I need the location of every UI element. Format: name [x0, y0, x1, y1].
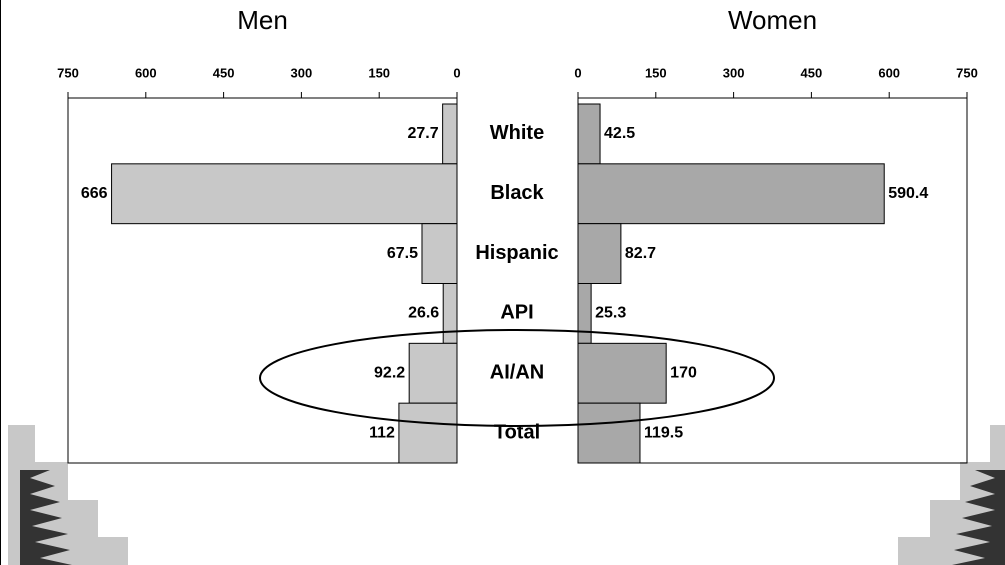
highlight-ellipse: [259, 329, 775, 427]
x-tick-label: 150: [368, 65, 390, 80]
category-label: White: [490, 122, 544, 144]
bar: [442, 283, 458, 344]
x-tick-label: 450: [213, 65, 235, 80]
decoration: [952, 470, 1005, 565]
data-label: 27.7: [407, 125, 438, 142]
data-label: 590.4: [888, 185, 928, 202]
bar: [577, 342, 667, 404]
x-tick-label: 750: [956, 65, 978, 80]
panel-title: Men: [237, 5, 288, 35]
panel-title: Women: [728, 5, 817, 35]
data-label: 42.5: [604, 125, 635, 142]
data-label: 92.2: [374, 364, 405, 381]
decoration: [20, 470, 72, 565]
data-label: 26.6: [408, 305, 439, 322]
x-tick-label: 750: [57, 65, 79, 80]
bar: [408, 342, 458, 404]
bar: [577, 223, 622, 285]
bar: [442, 103, 458, 165]
data-label: 25.3: [595, 305, 626, 322]
data-label: 119.5: [644, 424, 683, 441]
bar: [111, 163, 458, 225]
bar: [577, 283, 592, 344]
bar: [577, 402, 641, 464]
x-tick-label: 600: [135, 65, 157, 80]
category-label: API: [500, 302, 533, 324]
x-tick-label: 150: [645, 65, 667, 80]
data-label: 170: [670, 364, 697, 381]
bar: [577, 103, 601, 165]
x-tick-label: 0: [453, 65, 460, 80]
x-tick-label: 600: [878, 65, 900, 80]
category-label: AI/AN: [490, 362, 544, 384]
data-label: 666: [81, 185, 108, 202]
category-label: Total: [494, 421, 540, 443]
category-label: Black: [490, 182, 544, 204]
x-tick-label: 450: [801, 65, 823, 80]
bar: [421, 223, 458, 285]
x-tick-label: 300: [291, 65, 313, 80]
x-tick-label: 300: [723, 65, 745, 80]
data-label: 112: [369, 424, 395, 441]
x-tick-label: 0: [574, 65, 581, 80]
data-label: 67.5: [387, 245, 418, 262]
bar: [398, 402, 458, 464]
bar: [577, 163, 885, 225]
category-label: Hispanic: [475, 242, 558, 264]
data-label: 82.7: [625, 245, 656, 262]
